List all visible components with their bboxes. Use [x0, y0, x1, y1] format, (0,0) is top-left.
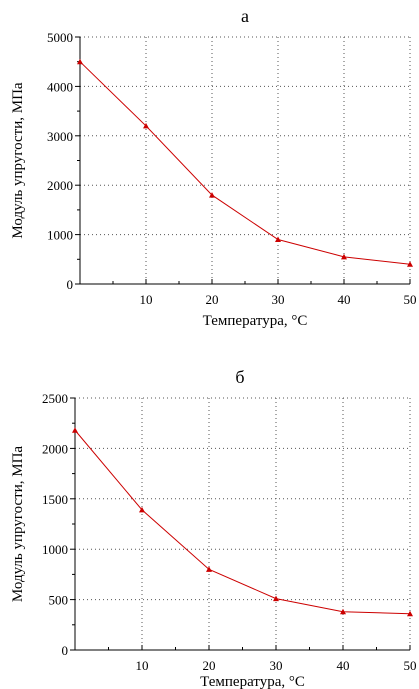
y-axis-title: Модуль упругости, МПа: [10, 82, 26, 238]
x-axis-title: Температура, °С: [200, 674, 305, 689]
x-tick-label: 20: [203, 658, 216, 673]
x-tick-label: 20: [206, 292, 219, 307]
x-tick-label: 10: [136, 658, 149, 673]
data-point: [143, 122, 149, 129]
data-point: [341, 253, 347, 260]
y-tick-label: 3000: [47, 129, 73, 144]
y-tick-label: 1000: [47, 228, 73, 243]
y-tick-label: 5000: [47, 30, 73, 45]
x-axis-title: Температура, °С: [203, 313, 308, 329]
y-tick-label: 2500: [42, 391, 68, 406]
data-point: [77, 58, 83, 65]
data-point: [209, 192, 215, 198]
series-line: [79, 61, 411, 265]
y-tick-label: 1500: [42, 492, 68, 507]
chart-title: б: [235, 367, 244, 387]
x-tick-label: 40: [338, 292, 351, 307]
x-tick-label: 50: [404, 658, 417, 673]
data-point: [139, 506, 145, 513]
x-tick-label: 50: [404, 292, 417, 307]
y-axis-title: Модуль упругости, МПа: [10, 446, 26, 602]
data-point: [273, 595, 279, 602]
y-tick-label: 2000: [42, 441, 68, 456]
series-line: [74, 429, 411, 615]
y-tick-label: 4000: [47, 79, 73, 94]
data-point: [72, 427, 78, 433]
chart-panel-b: б 0 500 1000 1500 2000 2500 10 20 30 40 50 Температу…: [10, 367, 417, 689]
x-tick-label: 40: [337, 658, 350, 673]
y-tick-label: 2000: [47, 178, 73, 193]
data-point: [407, 610, 413, 617]
data-point: [206, 566, 212, 572]
x-tick-label: 30: [272, 292, 285, 307]
y-tick-label: 0: [62, 643, 69, 658]
data-point: [340, 608, 346, 615]
y-tick-label: 0: [67, 277, 74, 292]
chart-panel-a: а 0 1000 2000 3000 4000 5000 10 20 30 40 50 Температ…: [10, 6, 417, 329]
y-tick-label: 500: [49, 593, 69, 608]
data-point: [275, 236, 281, 243]
data-point: [407, 261, 413, 267]
y-tick-label: 1000: [42, 542, 68, 557]
x-tick-label: 30: [270, 658, 283, 673]
chart-title: а: [241, 6, 249, 26]
x-tick-label: 10: [140, 292, 153, 307]
